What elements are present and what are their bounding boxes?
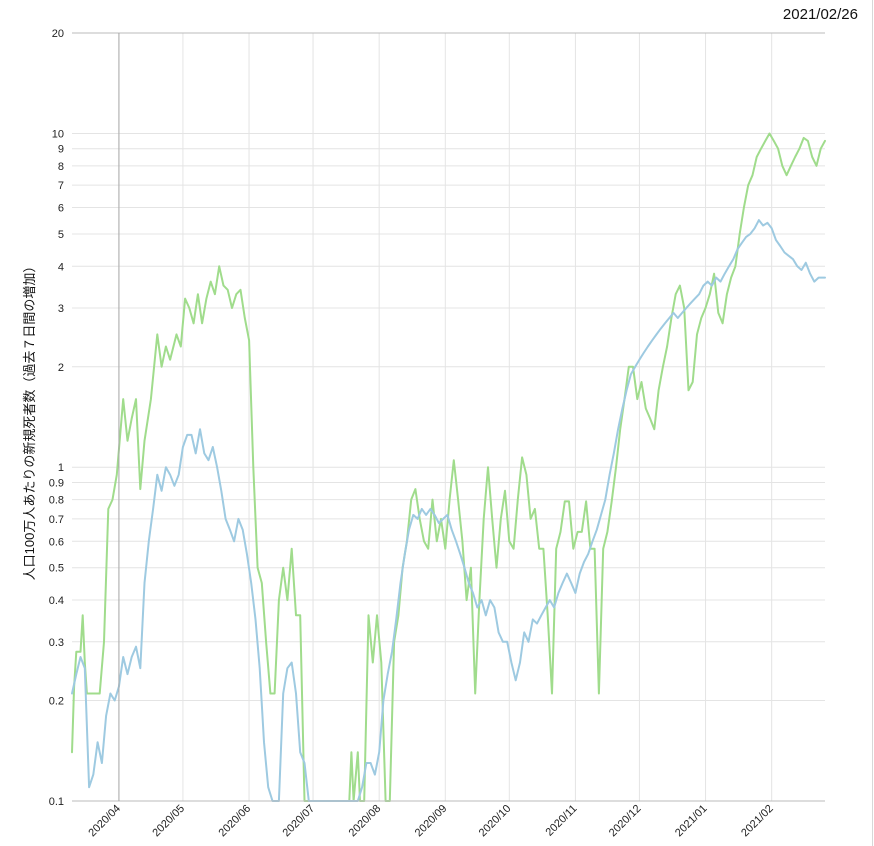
x-tick-label: 2020/07	[281, 803, 318, 840]
x-tick-label: 2020/05	[150, 803, 187, 840]
y-tick-label: 0.5	[49, 563, 64, 575]
series-layer	[71, 132, 826, 802]
x-tick-label: 2021/01	[673, 803, 710, 840]
y-tick-label: 7	[58, 180, 64, 192]
y-tick-label: 0.7	[49, 514, 64, 526]
y-tick-label: 2	[58, 362, 64, 374]
y-tick-label: 0.2	[49, 696, 64, 708]
y-tick-label: 9	[58, 144, 64, 156]
y-tick-label: 0.3	[49, 637, 64, 649]
date-label: 2021/02/26	[782, 6, 858, 23]
x-tick-label: 2020/10	[477, 803, 514, 840]
y-tick-label: 0.4	[49, 595, 64, 607]
y-tick-label: 1	[58, 462, 64, 474]
axes: 0.1 0.2 0.3 0.4 0.5 0.6 0.7 0.8 0.9 1 2 3 4 5 6 7 8 9 10 20…	[49, 28, 825, 839]
y-tick-label: 8	[58, 161, 64, 173]
y-tick-label: 0.8	[49, 495, 64, 507]
x-tick-label: 2020/09	[413, 803, 450, 840]
right-border	[872, 0, 873, 846]
series-line-1	[71, 219, 826, 802]
x-tick-label: 2021/02	[739, 803, 776, 840]
y-tick-label: 3	[58, 303, 64, 315]
x-tick-label: 2020/06	[217, 803, 254, 840]
grid	[72, 32, 825, 802]
y-tick-label: 0.9	[49, 478, 64, 490]
x-tick-label: 2020/12	[607, 803, 644, 840]
y-tick-label: 4	[58, 261, 64, 273]
y-tick-label: 0.6	[49, 536, 64, 548]
y-tick-label: 0.1	[49, 796, 64, 808]
y-axis-label: 人口100万人あたりの新規死者数（過去７日間の増加）	[22, 260, 37, 581]
y-tick-label: 6	[58, 203, 64, 215]
y-tick-label: 20	[52, 28, 64, 40]
series-line-0	[71, 132, 826, 802]
y-tick-label: 10	[52, 128, 64, 140]
x-tick-label: 2020/11	[544, 803, 580, 839]
x-tick-label: 2020/08	[347, 803, 384, 840]
y-tick-label: 5	[58, 229, 64, 241]
x-tick-label: 2020/04	[86, 803, 123, 840]
